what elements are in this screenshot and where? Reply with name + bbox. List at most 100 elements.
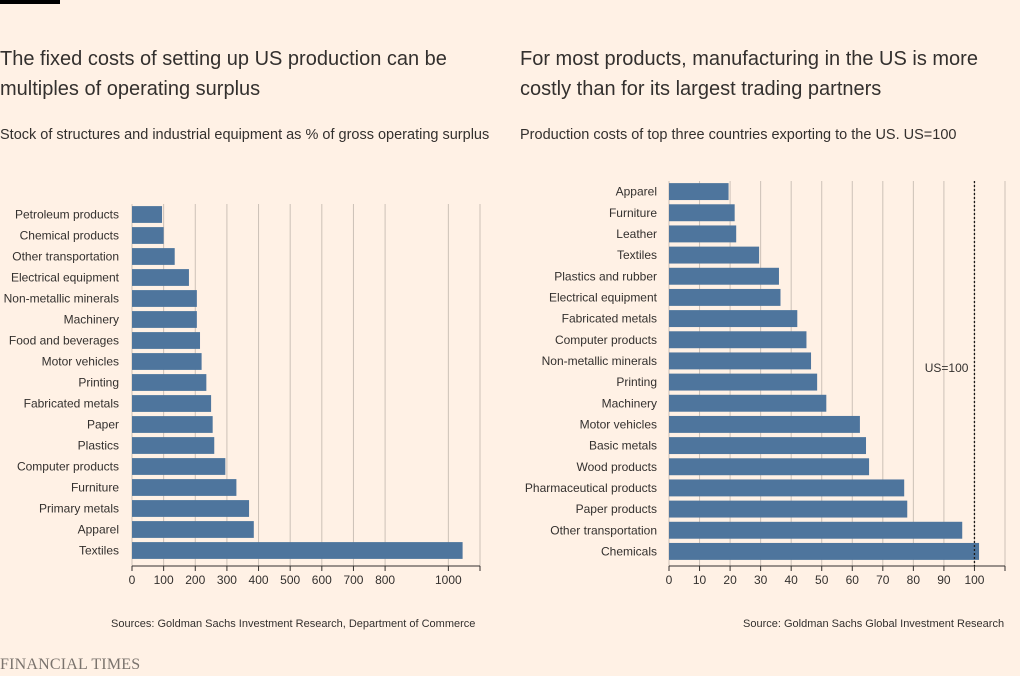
- right-bar-chart: 0 10 20 30 40 50 60 70 80 90 100 Apparel Furniture Le…: [525, 181, 1006, 587]
- right-tick-label: 0: [666, 573, 673, 587]
- right-chart-title: For most products, manufacturing in the …: [520, 48, 978, 100]
- right-category-label: Motor vehicles: [580, 417, 657, 431]
- right-reference-label: US=100: [925, 361, 969, 375]
- left-tick-label: 700: [343, 573, 363, 587]
- right-bar: [669, 331, 807, 349]
- ft-top-bar: [0, 0, 60, 4]
- right-bar: [669, 204, 735, 222]
- right-category-label: Fabricated metals: [562, 312, 657, 326]
- right-category-label: Non-metallic minerals: [542, 354, 657, 368]
- right-bar: [669, 458, 870, 476]
- left-tick-label: 800: [375, 573, 395, 587]
- left-bar: [132, 395, 212, 412]
- right-bar: [669, 500, 908, 518]
- left-category-label: Fabricated metals: [24, 397, 119, 411]
- right-category-label: Computer products: [555, 333, 657, 347]
- left-tick-label: 0: [129, 573, 136, 587]
- right-bar: [669, 183, 729, 201]
- left-tick-label: 300: [217, 573, 237, 587]
- left-bar: [132, 542, 463, 559]
- right-bar: [669, 521, 963, 539]
- left-category-label: Furniture: [71, 481, 119, 495]
- right-category-label: Basic metals: [589, 439, 657, 453]
- left-tick-label: 100: [154, 573, 174, 587]
- right-bar: [669, 394, 827, 412]
- left-bar: [132, 353, 202, 370]
- right-bar: [669, 267, 779, 285]
- left-bar: [132, 416, 213, 433]
- right-category-label: Machinery: [602, 396, 657, 410]
- left-tick-label: 1000: [435, 573, 462, 587]
- right-tick-label: 60: [846, 573, 860, 587]
- left-category-label: Computer products: [17, 460, 119, 474]
- right-category-label: Pharmaceutical products: [525, 481, 657, 495]
- right-tick-label: 40: [785, 573, 799, 587]
- right-category-label: Apparel: [616, 185, 657, 199]
- right-category-label: Paper products: [576, 502, 657, 516]
- left-category-label: Petroleum products: [15, 208, 119, 222]
- right-bar: [669, 310, 798, 328]
- right-chart-panel: For most products, manufacturing in the …: [520, 0, 1020, 640]
- right-tick-label: 20: [723, 573, 737, 587]
- right-bar: [669, 542, 980, 560]
- right-tick-label: 50: [815, 573, 829, 587]
- right-category-label: Textiles: [617, 248, 657, 262]
- left-bar: [132, 332, 201, 349]
- right-category-label: Printing: [616, 375, 657, 389]
- right-tick-label: 80: [907, 573, 921, 587]
- left-bar: [132, 269, 189, 286]
- ft-logo: FINANCIAL TIMES: [0, 656, 141, 673]
- left-category-label: Printing: [78, 376, 119, 390]
- right-tick-label: 70: [876, 573, 890, 587]
- right-chart-source: Source: Goldman Sachs Global Investment …: [743, 618, 1005, 630]
- left-category-label: Non-metallic minerals: [4, 292, 119, 306]
- right-category-label: Plastics and rubber: [554, 269, 657, 283]
- left-category-label: Paper: [87, 418, 119, 432]
- left-bar: [132, 227, 164, 244]
- right-bar: [669, 479, 905, 497]
- left-tick-label: 500: [280, 573, 300, 587]
- right-category-label: Chemicals: [601, 544, 657, 558]
- left-bar-chart: 0 100 200 300 400 500 600 700 800 1000 Petroleum p…: [4, 204, 481, 587]
- right-bar: [669, 288, 781, 306]
- left-category-label: Chemical products: [20, 229, 119, 243]
- left-bar: [132, 521, 254, 538]
- left-category-label: Primary metals: [39, 502, 119, 516]
- right-category-label: Electrical equipment: [549, 290, 658, 304]
- right-tick-label: 90: [937, 573, 951, 587]
- right-bar: [669, 246, 760, 264]
- left-bar: [132, 479, 237, 496]
- left-category-label: Apparel: [78, 523, 119, 537]
- right-bar: [669, 437, 867, 455]
- right-category-label: Other transportation: [550, 523, 657, 537]
- left-bar: [132, 248, 175, 265]
- left-category-label: Electrical equipment: [11, 271, 120, 285]
- left-category-label: Motor vehicles: [42, 355, 119, 369]
- left-category-label: Plastics: [78, 439, 119, 453]
- right-category-label: Leather: [616, 227, 657, 241]
- left-bar: [132, 290, 197, 307]
- left-category-label: Food and beverages: [9, 334, 119, 348]
- right-bar: [669, 225, 737, 243]
- left-tick-label: 600: [312, 573, 332, 587]
- left-category-label: Machinery: [64, 313, 119, 327]
- left-bar: [132, 311, 197, 328]
- left-bar: [132, 437, 215, 454]
- left-category-label: Textiles: [79, 544, 119, 558]
- right-chart-subtitle: Production costs of top three countries …: [520, 127, 957, 143]
- left-chart-subtitle: Stock of structures and industrial equip…: [0, 127, 490, 143]
- right-tick-label: 100: [964, 573, 984, 587]
- left-bar: [132, 500, 250, 517]
- right-bar: [669, 352, 812, 370]
- right-tick-label: 30: [754, 573, 768, 587]
- right-category-label: Furniture: [609, 206, 657, 220]
- left-bar: [132, 374, 207, 391]
- left-chart-source: Sources: Goldman Sachs Investment Resear…: [111, 618, 476, 630]
- right-bar: [669, 415, 860, 433]
- right-bar: [669, 373, 818, 391]
- left-bar: [132, 206, 163, 223]
- left-category-label: Other transportation: [12, 250, 119, 264]
- left-tick-label: 400: [249, 573, 269, 587]
- left-tick-label: 200: [185, 573, 205, 587]
- left-bar: [132, 458, 226, 475]
